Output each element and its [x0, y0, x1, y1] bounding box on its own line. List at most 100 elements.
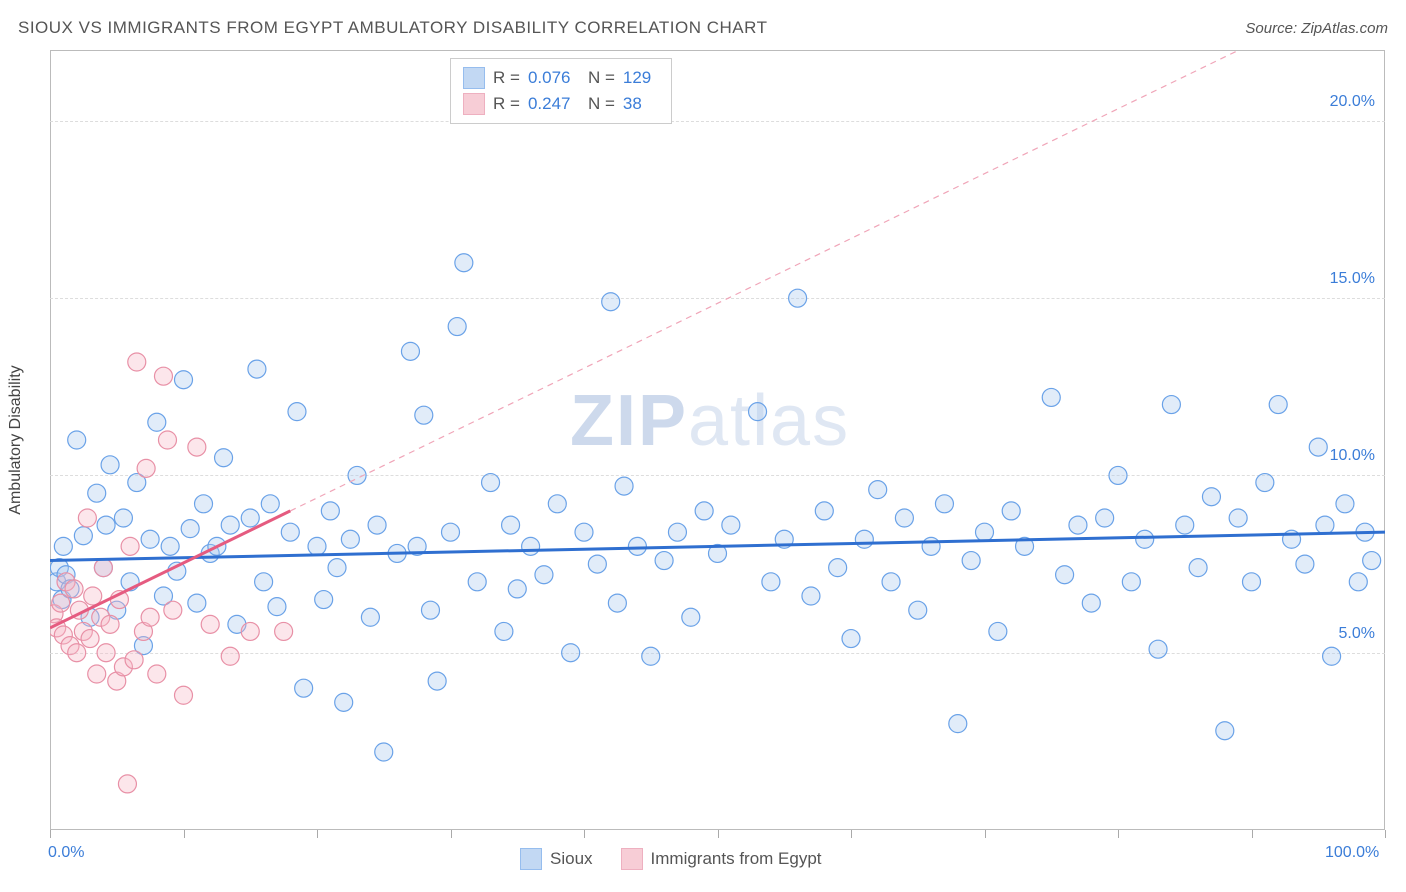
data-point — [1189, 559, 1207, 577]
data-point — [428, 672, 446, 690]
data-point — [1323, 647, 1341, 665]
data-point — [54, 537, 72, 555]
data-point — [575, 523, 593, 541]
data-point — [315, 591, 333, 609]
data-point — [275, 622, 293, 640]
stat-n-value: 38 — [623, 91, 659, 117]
data-point — [1149, 640, 1167, 658]
data-point — [655, 552, 673, 570]
data-point — [508, 580, 526, 598]
data-point — [201, 615, 219, 633]
data-point — [1229, 509, 1247, 527]
legend-label: Immigrants from Egypt — [651, 849, 822, 869]
data-point — [114, 509, 132, 527]
data-point — [1122, 573, 1140, 591]
data-point — [802, 587, 820, 605]
data-point — [1269, 396, 1287, 414]
data-point — [922, 537, 940, 555]
data-point — [749, 403, 767, 421]
x-axis-min-label: 0.0% — [48, 844, 84, 862]
data-point — [1096, 509, 1114, 527]
legend-swatch — [463, 67, 485, 89]
data-point — [164, 601, 182, 619]
data-point — [468, 573, 486, 591]
data-point — [101, 456, 119, 474]
data-point — [1082, 594, 1100, 612]
stats-row: R =0.076N =129 — [463, 65, 659, 91]
data-point — [442, 523, 460, 541]
data-point — [1316, 516, 1334, 534]
data-point — [855, 530, 873, 548]
data-point — [221, 516, 239, 534]
data-point — [375, 743, 393, 761]
data-point — [989, 622, 1007, 640]
data-point — [181, 520, 199, 538]
stats-row: R =0.247N =38 — [463, 91, 659, 117]
data-point — [281, 523, 299, 541]
data-point — [88, 665, 106, 683]
data-point — [415, 406, 433, 424]
data-point — [789, 289, 807, 307]
legend-item: Immigrants from Egypt — [621, 848, 822, 870]
data-point — [361, 608, 379, 626]
data-point — [65, 580, 83, 598]
scatter-plot — [0, 0, 1406, 892]
data-point — [137, 459, 155, 477]
data-point — [482, 474, 500, 492]
data-point — [695, 502, 713, 520]
data-point — [1296, 555, 1314, 573]
data-point — [535, 566, 553, 584]
data-point — [78, 509, 96, 527]
data-point — [121, 537, 139, 555]
data-point — [94, 559, 112, 577]
data-point — [615, 477, 633, 495]
data-point — [1002, 502, 1020, 520]
data-point — [1349, 573, 1367, 591]
data-point — [1069, 516, 1087, 534]
data-point — [869, 481, 887, 499]
data-point — [188, 438, 206, 456]
data-point — [268, 598, 286, 616]
data-point — [1162, 396, 1180, 414]
data-point — [81, 630, 99, 648]
data-point — [97, 516, 115, 534]
data-point — [642, 647, 660, 665]
data-point — [261, 495, 279, 513]
data-point — [1309, 438, 1327, 456]
data-point — [288, 403, 306, 421]
data-point — [401, 342, 419, 360]
data-point — [935, 495, 953, 513]
legend-swatch — [520, 848, 542, 870]
data-point — [882, 573, 900, 591]
data-point — [1136, 530, 1154, 548]
data-point — [815, 502, 833, 520]
data-point — [949, 715, 967, 733]
data-point — [154, 367, 172, 385]
data-point — [215, 449, 233, 467]
data-point — [495, 622, 513, 640]
data-point — [158, 431, 176, 449]
data-point — [321, 502, 339, 520]
x-axis-max-label: 100.0% — [1325, 844, 1379, 862]
data-point — [52, 594, 70, 612]
data-point — [1042, 388, 1060, 406]
data-point — [141, 530, 159, 548]
data-point — [335, 693, 353, 711]
data-point — [97, 644, 115, 662]
data-point — [962, 552, 980, 570]
stat-r-label: R = — [493, 91, 520, 117]
stats-legend: R =0.076N =129R =0.247N =38 — [450, 58, 672, 124]
data-point — [522, 537, 540, 555]
data-point — [842, 630, 860, 648]
data-point — [548, 495, 566, 513]
data-point — [502, 516, 520, 534]
data-point — [295, 679, 313, 697]
data-point — [101, 615, 119, 633]
data-point — [608, 594, 626, 612]
data-point — [68, 644, 86, 662]
data-point — [341, 530, 359, 548]
data-point — [1109, 466, 1127, 484]
data-point — [308, 537, 326, 555]
data-point — [1176, 516, 1194, 534]
stat-r-label: R = — [493, 65, 520, 91]
